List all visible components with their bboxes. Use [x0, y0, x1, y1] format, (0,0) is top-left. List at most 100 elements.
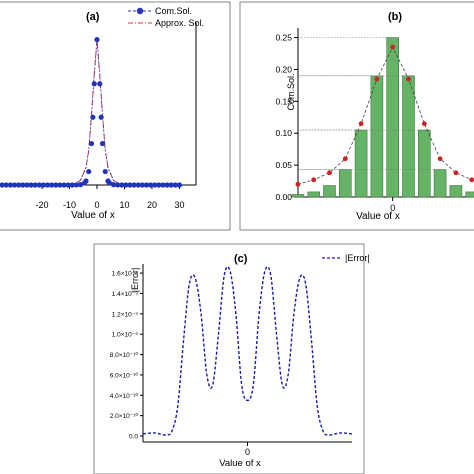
legend-approx-sol-label: Approx. Sol. [155, 18, 204, 28]
panel-b-y-tick-label: 0.25 [275, 33, 292, 43]
panel-a-x-tick-label: -10 [63, 200, 76, 210]
panel-c-y-axis-label: |Error| [130, 268, 140, 293]
com-sol-point [88, 140, 95, 147]
com-sol-point [106, 180, 112, 186]
panel-a-x-tick-label: 30 [174, 200, 184, 210]
panel-b: 0.00 0.05 0.10 0.15 0.20 0.25 0 (b) Value of x… [239, 1, 474, 231]
com-sol-point [123, 182, 129, 188]
bar [433, 169, 447, 198]
com-sol-point [0, 182, 5, 188]
com-sol-point [77, 182, 84, 188]
panel-b-y-tick-label: 0.15 [275, 96, 292, 106]
panel-a-label: (a) [86, 11, 100, 23]
com-sol-point [119, 182, 125, 188]
panel-c-y-tick-label: 0.0 [129, 434, 138, 441]
panel-a-x-tick-label: 0 [94, 200, 99, 210]
com-sol-point [57, 182, 63, 188]
panel-c-x-tick-label: 0 [245, 447, 250, 457]
com-sol-point [156, 182, 162, 188]
panel-c-legend: |Error| [322, 253, 370, 263]
com-sol-point [97, 81, 103, 87]
com-sol-point [135, 182, 141, 188]
com-sol-point [65, 182, 71, 188]
bar [291, 194, 305, 198]
com-sol-point [36, 182, 42, 188]
com-sol-point [160, 182, 166, 188]
com-sol-point [143, 182, 150, 188]
com-sol-point [94, 37, 100, 43]
legend-com-sol-label: Com.Sol. [155, 6, 192, 16]
legend-error-label: |Error| [345, 253, 370, 263]
bar [323, 185, 336, 198]
panel-b-x-tick-label: 0 [390, 203, 395, 213]
fit-point [453, 170, 459, 176]
com-sol-point [176, 182, 183, 188]
panel-b-y-tick-label: 0.00 [275, 192, 292, 202]
com-sol-point [91, 81, 97, 87]
com-sol-point [86, 168, 92, 175]
panel-c-y-tick-label: 4.0×10⁻¹⁰ [110, 392, 139, 400]
panel-c-y-tick-label: 1.2×10⁻⁹ [112, 311, 138, 318]
com-sol-point [110, 182, 117, 188]
panel-b-x-axis-label: Value of x [356, 211, 400, 222]
fit-point [342, 156, 348, 162]
panel-a-border [0, 1, 231, 231]
bar [402, 75, 415, 198]
com-sol-point [28, 182, 34, 188]
panel-b-y-axis-label: Com.Sol. [286, 73, 296, 110]
com-sol-point [24, 182, 30, 188]
com-sol-point [44, 182, 51, 188]
com-sol-point [172, 182, 178, 188]
bar [354, 129, 368, 198]
bar [465, 191, 474, 198]
com-sol-point [40, 182, 46, 188]
panel-a-x-tick-label: 20 [147, 200, 157, 210]
com-sol-point [168, 182, 174, 188]
panel-a-legend: Com.Sol. Approx. Sol. [128, 6, 204, 28]
panel-b-y-tick-label: 0.10 [275, 128, 292, 138]
com-sol-point [127, 182, 133, 188]
series-error-line [142, 266, 353, 436]
com-sol-point [164, 182, 170, 188]
bar [370, 75, 384, 198]
com-sol-point [61, 182, 67, 188]
com-sol-point [83, 178, 89, 184]
panel-a-x-axis-label: Value of x [71, 210, 115, 221]
panel-b-label: (b) [388, 11, 402, 23]
com-sol-point [102, 168, 108, 175]
fit-point [390, 44, 396, 50]
panel-a: -20 -10 0 10 20 30 (a) Value of x Com.Sol. Ap… [0, 1, 231, 231]
com-sol-point [7, 182, 13, 188]
fit-point [437, 156, 443, 162]
com-sol-point [16, 182, 22, 188]
bar [307, 191, 321, 198]
com-sol-point [90, 114, 96, 120]
fit-point [311, 177, 317, 183]
bar [386, 37, 400, 198]
com-sol-point [148, 182, 154, 188]
com-sol-point [73, 182, 79, 188]
com-sol-point [99, 140, 106, 147]
panel-b-y-tick-label: 0.20 [275, 64, 292, 74]
com-sol-point [131, 182, 137, 188]
fit-point [358, 121, 364, 127]
com-sol-point [49, 182, 55, 188]
com-sol-point [152, 182, 158, 188]
panel-c: 0.0 2.0×10⁻¹⁰ 4.0×10⁻¹⁰ 6.0×10⁻¹⁰ 8.0×10⁻¹⁰ 1… [93, 243, 370, 474]
com-sol-point [53, 182, 59, 188]
com-sol-point [115, 182, 121, 188]
fit-point [469, 177, 474, 183]
panel-c-y-tick-label: 1.0×10⁻⁹ [112, 332, 138, 339]
fit-point [374, 76, 380, 82]
panel-c-x-axis-label: Value of x [219, 458, 261, 469]
panel-c-y-tick-label: 6.0×10⁻¹⁰ [110, 371, 139, 379]
fit-point [327, 170, 332, 176]
fit-point [421, 121, 427, 127]
bar [417, 129, 431, 198]
fit-point [295, 181, 301, 187]
panel-c-y-tick-label: 2.0×10⁻¹⁰ [110, 412, 139, 420]
com-sol-point [11, 182, 18, 188]
com-sol-point [20, 182, 26, 188]
fit-point [406, 76, 411, 82]
